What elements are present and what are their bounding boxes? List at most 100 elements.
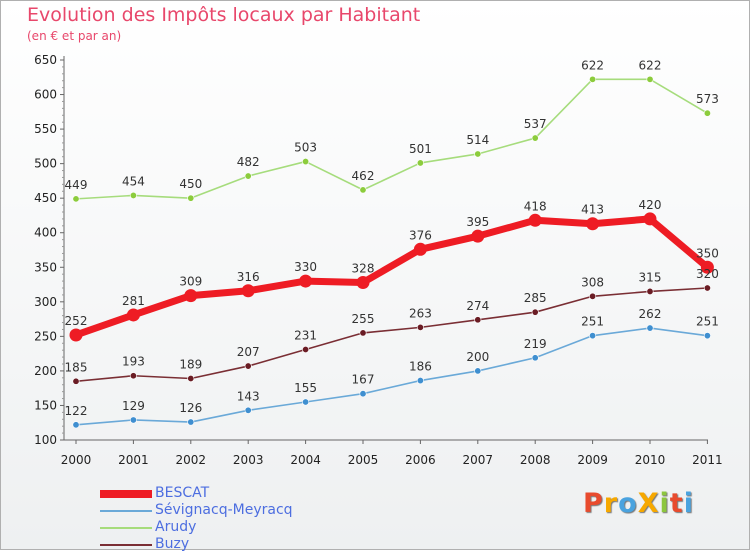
data-label-arudy: 537 — [524, 117, 547, 131]
data-point-arudy — [531, 134, 539, 142]
data-label-buzy: 207 — [237, 345, 260, 359]
data-point-sevignacq-meyracq — [646, 324, 654, 332]
data-label-sevignacq-meyracq: 251 — [696, 315, 719, 329]
x-tick-label: 2009 — [577, 453, 608, 467]
data-point-bescat — [356, 275, 370, 289]
data-point-arudy — [72, 195, 80, 203]
y-tick-label: 400 — [34, 226, 57, 240]
data-point-sevignacq-meyracq — [474, 367, 482, 375]
data-label-sevignacq-meyracq: 126 — [179, 401, 202, 415]
data-point-buzy — [187, 375, 195, 383]
data-label-arudy: 454 — [122, 174, 145, 188]
data-label-bescat: 418 — [524, 199, 547, 213]
logo-letter: t — [669, 488, 684, 519]
data-point-arudy — [129, 191, 137, 199]
x-tick-label: 2001 — [118, 453, 149, 467]
data-point-buzy — [589, 292, 597, 300]
data-label-sevignacq-meyracq: 155 — [294, 381, 317, 395]
data-label-bescat: 316 — [237, 270, 260, 284]
y-tick-label: 150 — [34, 398, 57, 412]
y-tick-label: 600 — [34, 88, 57, 102]
data-point-buzy — [703, 284, 711, 292]
data-point-bescat — [299, 274, 313, 288]
data-point-bescat — [413, 242, 427, 256]
data-point-arudy — [703, 109, 711, 117]
data-point-bescat — [643, 212, 657, 226]
data-point-arudy — [359, 186, 367, 194]
data-label-buzy: 185 — [65, 360, 88, 374]
legend-label-buzy: Buzy — [155, 536, 190, 552]
data-point-sevignacq-meyracq — [703, 332, 711, 340]
data-label-buzy: 285 — [524, 291, 547, 305]
data-label-bescat: 252 — [65, 314, 88, 328]
data-point-buzy — [302, 345, 310, 353]
logo-letter: o — [618, 488, 638, 519]
data-point-bescat — [126, 308, 140, 322]
logo-letter: X — [637, 488, 660, 519]
data-label-buzy: 193 — [122, 355, 145, 369]
data-label-bescat: 281 — [122, 294, 145, 308]
data-point-bescat — [528, 213, 542, 227]
data-point-sevignacq-meyracq — [72, 421, 80, 429]
data-label-arudy: 503 — [294, 141, 317, 155]
y-tick-label: 450 — [34, 191, 57, 205]
legend-label-sevignacq-meyracq: Sévignacq-Meyracq — [155, 502, 293, 518]
series-line-sevignacq-meyracq — [75, 327, 709, 426]
data-point-sevignacq-meyracq — [416, 377, 424, 385]
data-point-arudy — [589, 75, 597, 83]
data-label-sevignacq-meyracq: 129 — [122, 399, 145, 413]
data-label-buzy: 274 — [466, 299, 489, 313]
data-label-arudy: 462 — [352, 169, 375, 183]
data-label-buzy: 255 — [352, 312, 375, 326]
data-point-bescat — [700, 260, 714, 274]
x-tick-label: 2010 — [635, 453, 666, 467]
data-point-buzy — [531, 308, 539, 316]
data-label-arudy: 501 — [409, 142, 432, 156]
data-label-buzy: 189 — [179, 358, 202, 372]
data-point-buzy — [129, 372, 137, 380]
y-tick-label: 350 — [34, 260, 57, 274]
data-point-bescat — [69, 328, 83, 342]
data-point-arudy — [244, 172, 252, 180]
data-label-bescat: 328 — [352, 261, 375, 275]
data-point-bescat — [241, 284, 255, 298]
legend-swatch-bescat — [100, 490, 152, 498]
series-line-buzy — [75, 287, 709, 383]
x-tick-label: 2004 — [290, 453, 321, 467]
data-label-arudy: 622 — [639, 58, 662, 72]
data-point-sevignacq-meyracq — [129, 416, 137, 424]
chart-subtitle: (en € et par an) — [27, 29, 122, 43]
logo-letter: P — [583, 488, 604, 519]
x-tick-label: 2000 — [61, 453, 92, 467]
data-label-arudy: 573 — [696, 92, 719, 106]
y-tick-label: 100 — [34, 433, 57, 447]
data-label-arudy: 514 — [466, 133, 489, 147]
data-point-sevignacq-meyracq — [244, 406, 252, 414]
data-label-sevignacq-meyracq: 122 — [65, 404, 88, 418]
data-label-sevignacq-meyracq: 143 — [237, 389, 260, 403]
series-layer — [69, 75, 714, 429]
y-tick-label: 250 — [34, 329, 57, 343]
data-label-bescat: 309 — [179, 275, 202, 289]
x-tick-label: 2007 — [463, 453, 494, 467]
x-tick-label: 2008 — [520, 453, 551, 467]
data-point-buzy — [244, 362, 252, 370]
y-tick-label: 300 — [34, 295, 57, 309]
proxiti-logo: ProXiti — [583, 488, 694, 519]
logo-letter: r — [603, 488, 619, 519]
data-label-sevignacq-meyracq: 186 — [409, 360, 432, 374]
data-label-bescat: 330 — [294, 260, 317, 274]
data-point-arudy — [416, 159, 424, 167]
y-tick-label: 550 — [34, 122, 57, 136]
data-point-bescat — [586, 217, 600, 231]
data-label-bescat: 395 — [466, 215, 489, 229]
legend-swatch-sevignacq-meyracq — [100, 510, 152, 512]
x-tick-label: 2011 — [692, 453, 723, 467]
data-point-bescat — [184, 289, 198, 303]
logo-letter: i — [683, 488, 694, 519]
data-label-arudy: 482 — [237, 155, 260, 169]
series-line-bescat — [72, 215, 711, 339]
data-label-sevignacq-meyracq: 200 — [466, 350, 489, 364]
series-line-arudy — [75, 78, 709, 200]
